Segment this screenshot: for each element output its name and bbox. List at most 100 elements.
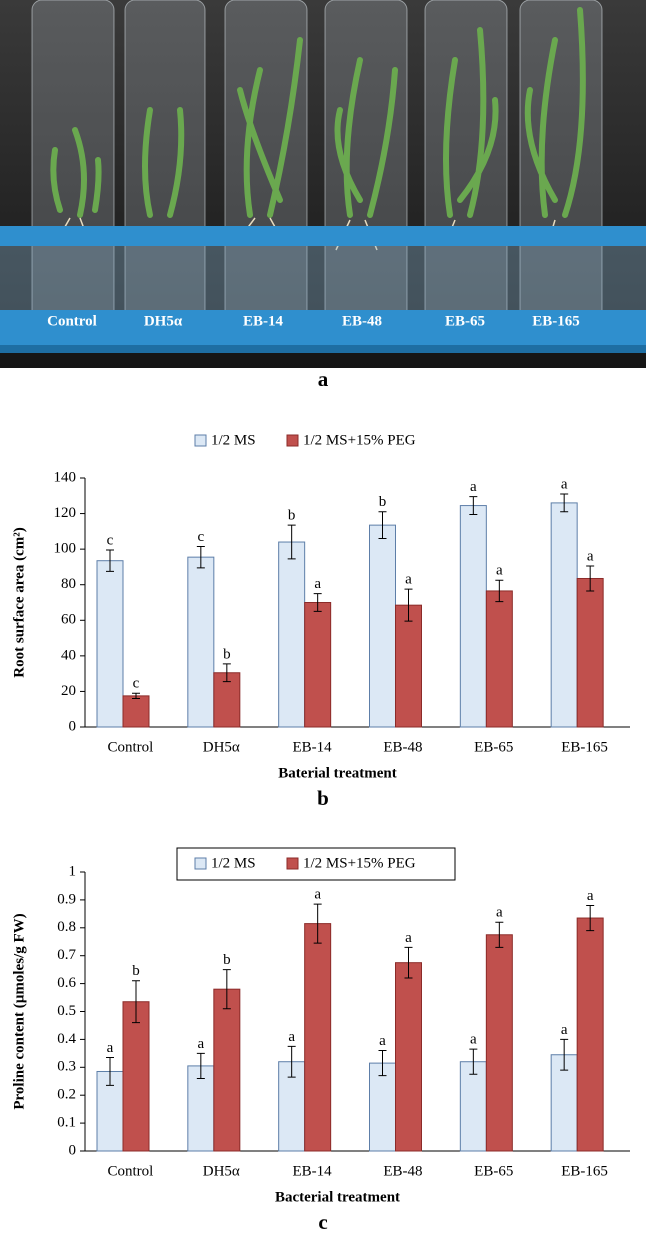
bar — [96, 560, 124, 728]
significance-letter: a — [561, 1022, 568, 1038]
significance-letter: a — [197, 1036, 204, 1052]
significance-letter: b — [379, 494, 387, 510]
error-bar — [132, 692, 140, 700]
y-tick-label: 0.3 — [57, 1059, 76, 1075]
y-tick-label: 120 — [54, 505, 77, 521]
bar — [122, 695, 150, 728]
significance-letter: a — [314, 576, 321, 592]
legend-swatch — [194, 857, 207, 870]
y-tick-label: 0.9 — [57, 891, 76, 907]
bar — [459, 505, 487, 728]
panel-label: a — [318, 367, 329, 391]
bar — [369, 1062, 396, 1152]
tube-label: EB-165 — [532, 313, 580, 329]
significance-letter: c — [107, 532, 114, 548]
significance-letter: b — [132, 963, 140, 979]
error-bar — [469, 1048, 478, 1075]
y-tick-label: 20 — [61, 683, 76, 699]
bar — [122, 1001, 150, 1152]
legend-swatch — [286, 857, 299, 870]
bar — [550, 1054, 578, 1152]
y-tick-label: 0.5 — [57, 1003, 76, 1019]
x-axis-title: Baterial treatment — [278, 765, 396, 781]
y-tick-label: 0 — [69, 718, 77, 734]
x-tick-label: Control — [107, 739, 153, 755]
panel-label: c — [318, 1210, 327, 1234]
x-axis-title: Bacterial treatment — [275, 1189, 400, 1205]
significance-letter: c — [133, 676, 140, 692]
bar — [304, 602, 332, 728]
error-bar — [106, 549, 114, 572]
significance-letter: b — [288, 508, 296, 524]
error-bar — [495, 921, 504, 948]
significance-letter: c — [197, 529, 204, 545]
significance-letter: a — [379, 1033, 386, 1049]
legend-swatch — [286, 434, 299, 447]
error-bar — [378, 1050, 387, 1077]
error-bar — [469, 496, 478, 515]
x-tick-label: DH5α — [203, 739, 240, 755]
error-bar — [287, 1045, 296, 1078]
bar — [459, 1061, 487, 1152]
error-bar — [132, 980, 140, 1024]
x-tick-label: EB-14 — [292, 739, 332, 755]
x-tick-label: EB-165 — [561, 739, 608, 755]
y-tick-label: 0.7 — [57, 947, 76, 963]
tube-label: Control — [47, 313, 97, 329]
tube-label: EB-14 — [243, 313, 284, 329]
significance-letter: a — [587, 888, 594, 904]
error-bar — [222, 969, 231, 1010]
significance-letter: a — [561, 476, 568, 492]
y-tick-label: 0 — [69, 1142, 77, 1158]
y-tick-label: 80 — [61, 576, 76, 592]
y-tick-label: 0.4 — [57, 1031, 76, 1047]
y-tick-label: 0.8 — [57, 919, 76, 935]
bar — [576, 917, 604, 1152]
legend-frame — [176, 847, 456, 881]
legend-label: 1/2 MS — [211, 432, 256, 448]
error-bar — [495, 579, 504, 603]
tube-label: EB-65 — [445, 313, 485, 329]
bar — [485, 934, 513, 1152]
error-bar — [404, 588, 413, 622]
x-tick-label: Control — [107, 1163, 153, 1179]
x-tick-label: EB-65 — [474, 739, 513, 755]
photo — [0, 0, 646, 368]
error-bar — [287, 524, 296, 560]
y-tick-label: 0.6 — [57, 975, 76, 991]
error-bar — [313, 903, 322, 944]
bar — [304, 923, 332, 1152]
panel-label: b — [317, 786, 329, 810]
significance-letter: a — [470, 1032, 477, 1048]
bar — [187, 556, 215, 728]
tube-label: DH5α — [144, 313, 183, 329]
bar — [576, 577, 604, 728]
significance-letter: a — [405, 572, 412, 588]
error-bar — [196, 1052, 205, 1079]
significance-letter: a — [470, 479, 477, 495]
error-bar — [560, 1038, 569, 1071]
error-bar — [313, 593, 322, 612]
y-tick-label: 60 — [61, 612, 76, 628]
legend-label: 1/2 MS — [211, 855, 256, 871]
bar — [278, 541, 306, 728]
significance-letter: a — [107, 1040, 114, 1056]
photo-labels: Control DH5α EB-14 EB-48 EB-65 EB-165 — [47, 313, 580, 329]
x-tick-label: DH5α — [203, 1163, 240, 1179]
significance-letter: b — [223, 952, 231, 968]
tube-label: EB-48 — [342, 313, 382, 329]
legend-label: 1/2 MS+15% PEG — [303, 432, 416, 448]
x-tick-label: EB-65 — [474, 1163, 513, 1179]
significance-letter: a — [496, 563, 503, 579]
significance-letter: b — [223, 646, 231, 662]
error-bar — [586, 904, 595, 932]
y-tick-label: 140 — [54, 469, 77, 485]
y-tick-label: 0.2 — [57, 1087, 76, 1103]
legend-swatch — [194, 434, 207, 447]
error-bar — [404, 946, 413, 979]
legend-label: 1/2 MS+15% PEG — [303, 855, 416, 871]
y-axis-title: Root surface area (cm²) — [11, 527, 27, 677]
significance-letter: a — [314, 887, 321, 903]
